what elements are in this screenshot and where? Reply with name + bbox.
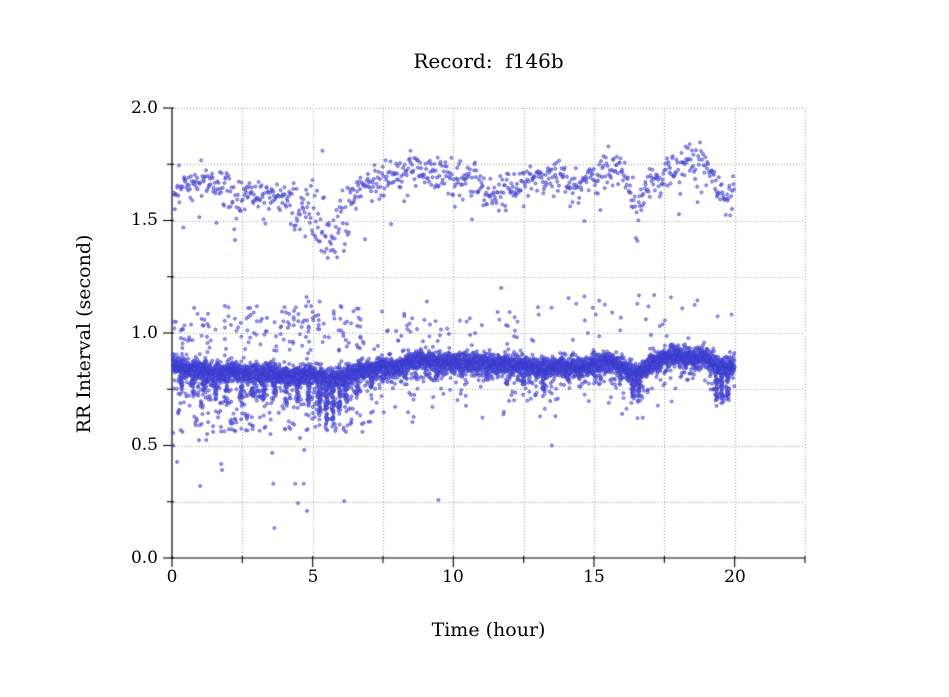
y-tick-label-1: 0.5 <box>130 435 158 455</box>
y-tick-label-3: 1.5 <box>130 210 158 230</box>
x-tick-label-1: 5 <box>307 567 319 587</box>
x-tick-label-3: 15 <box>583 567 605 587</box>
x-tick-label-0: 0 <box>166 567 178 587</box>
x-axis-label: Time (hour) <box>431 619 546 641</box>
x-tick-label-4: 20 <box>724 567 746 587</box>
y-tick-label-4: 2.0 <box>130 98 158 118</box>
y-tick-label-0: 0.0 <box>130 548 158 568</box>
y-axis-label: RR Interval (second) <box>73 234 95 434</box>
chart-title: Record: f146b <box>413 49 564 73</box>
y-tick-label-2: 1.0 <box>130 323 158 343</box>
x-tick-label-2: 10 <box>442 567 464 587</box>
